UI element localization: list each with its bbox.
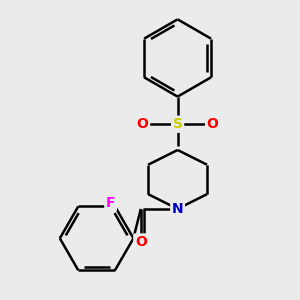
Text: O: O bbox=[137, 117, 148, 131]
Text: F: F bbox=[106, 196, 116, 210]
Text: O: O bbox=[207, 117, 218, 131]
Text: N: N bbox=[172, 202, 183, 216]
Text: S: S bbox=[172, 117, 183, 131]
Text: O: O bbox=[135, 235, 147, 249]
